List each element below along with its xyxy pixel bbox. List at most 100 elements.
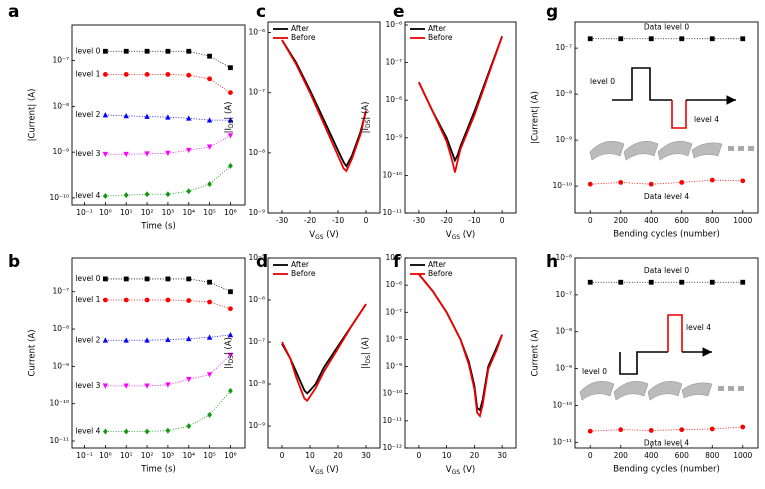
axis-label: |IDS| (A) [361,102,373,134]
marker [144,337,150,343]
legend-label: After [291,24,310,33]
y-tick-label: 10⁻⁶ [555,253,572,262]
x-tick-label: 0 [588,451,593,460]
marker [227,133,234,139]
marker [186,72,192,78]
marker [587,279,593,285]
series-label: Data level 0 [644,23,690,32]
marker [102,112,109,118]
legend-label: Before [291,33,316,42]
y-tick-label: 10⁻⁹ [52,147,69,156]
marker [618,36,624,42]
curve [418,35,503,173]
y-tick-label: 10⁻⁸ [52,101,69,110]
marker [618,279,624,285]
annotation: level 4 [686,323,711,332]
x-tick-label: 0 [500,216,505,225]
y-tick-label: 10⁻⁷ [555,43,572,52]
y-tick-label: 10⁻⁷ [248,337,265,346]
axis-label-part: DS [365,355,372,364]
marker [102,297,108,303]
marker [587,36,593,42]
waveform [612,67,672,101]
axis-label-part: (V) [460,230,475,240]
x-tick-label: 20 [333,451,343,460]
marker [740,424,746,430]
marker [102,48,108,54]
x-tick-label: 10⁵ [203,208,216,217]
series-label: level 3 [75,381,100,390]
marker [186,115,192,121]
marker [207,279,212,285]
x-tick-label: 1000 [733,216,752,225]
series-label: level 0 [75,274,100,283]
marker [123,337,129,343]
sheet [623,141,659,161]
legend-label: After [428,24,447,33]
y-tick-label: 10⁻¹⁰ [382,170,402,179]
axis-label: |Current| (A) [531,91,541,144]
x-tick-label: 30 [361,451,371,460]
marker [186,276,192,282]
marker [165,191,171,198]
series-label: level 0 [75,46,100,55]
marker [123,383,129,389]
marker [123,71,129,77]
marker [227,117,234,123]
panel-letter: g [546,2,558,22]
series-label: level 4 [75,426,100,435]
y-tick-label: 10⁻⁷ [385,58,402,67]
x-tick-label: -20 [441,216,453,225]
marker [228,90,233,96]
x-tick-label: 10 [305,451,315,460]
x-tick-label: 0 [416,451,421,460]
series-label: level 2 [75,335,100,344]
x-tick-label: 10³ [162,451,175,460]
connector [590,179,743,185]
marker [228,289,233,295]
marker [102,337,109,343]
y-tick-label: 10⁻⁹ [555,364,572,373]
curve [281,39,367,173]
y-tick-label: 10⁻¹⁰ [382,389,402,398]
series-label: Data level 4 [644,192,690,201]
series-label: level 2 [75,110,100,119]
marker [123,428,129,435]
series-label: level 4 [75,191,100,200]
marker [648,181,654,187]
y-tick-label: 10⁻⁶ [385,20,402,29]
y-tick-label: 10⁻⁸ [555,89,572,98]
sheet [613,381,649,401]
annotation: level 0 [582,367,607,376]
axis-label-part: GS [452,469,461,476]
x-tick-label: 10 [442,451,452,460]
marker [679,36,685,42]
curve [281,303,367,403]
y-tick-label: 10⁻¹¹ [552,437,572,446]
y-tick-label: 10⁻⁹ [248,421,265,430]
y-tick-label: 10⁻⁸ [385,334,402,343]
axis-label-part: |I [361,128,371,133]
curve [418,273,503,419]
marker [709,426,715,432]
axis-label: VGS (V) [446,465,475,477]
marker [165,150,171,157]
x-tick-label: 10⁰ [99,451,112,460]
marker [186,48,192,54]
sheet [681,382,713,399]
sheet [691,142,723,159]
marker [165,114,171,120]
y-tick-label: 10⁻⁶ [248,295,265,304]
y-tick-label: 10⁻⁶ [385,280,402,289]
marker [228,306,233,312]
x-tick-label: 10¹ [120,208,133,217]
y-tick-label: 10⁻¹⁰ [49,193,69,202]
marker [186,335,192,342]
panel-letter: f [393,252,401,272]
marker [186,147,192,154]
x-tick-label: 10⁶ [224,451,237,460]
y-tick-label: 10⁻¹¹ [49,436,69,445]
curve [281,39,367,168]
series-label: level 1 [75,69,100,78]
marker [123,48,129,54]
